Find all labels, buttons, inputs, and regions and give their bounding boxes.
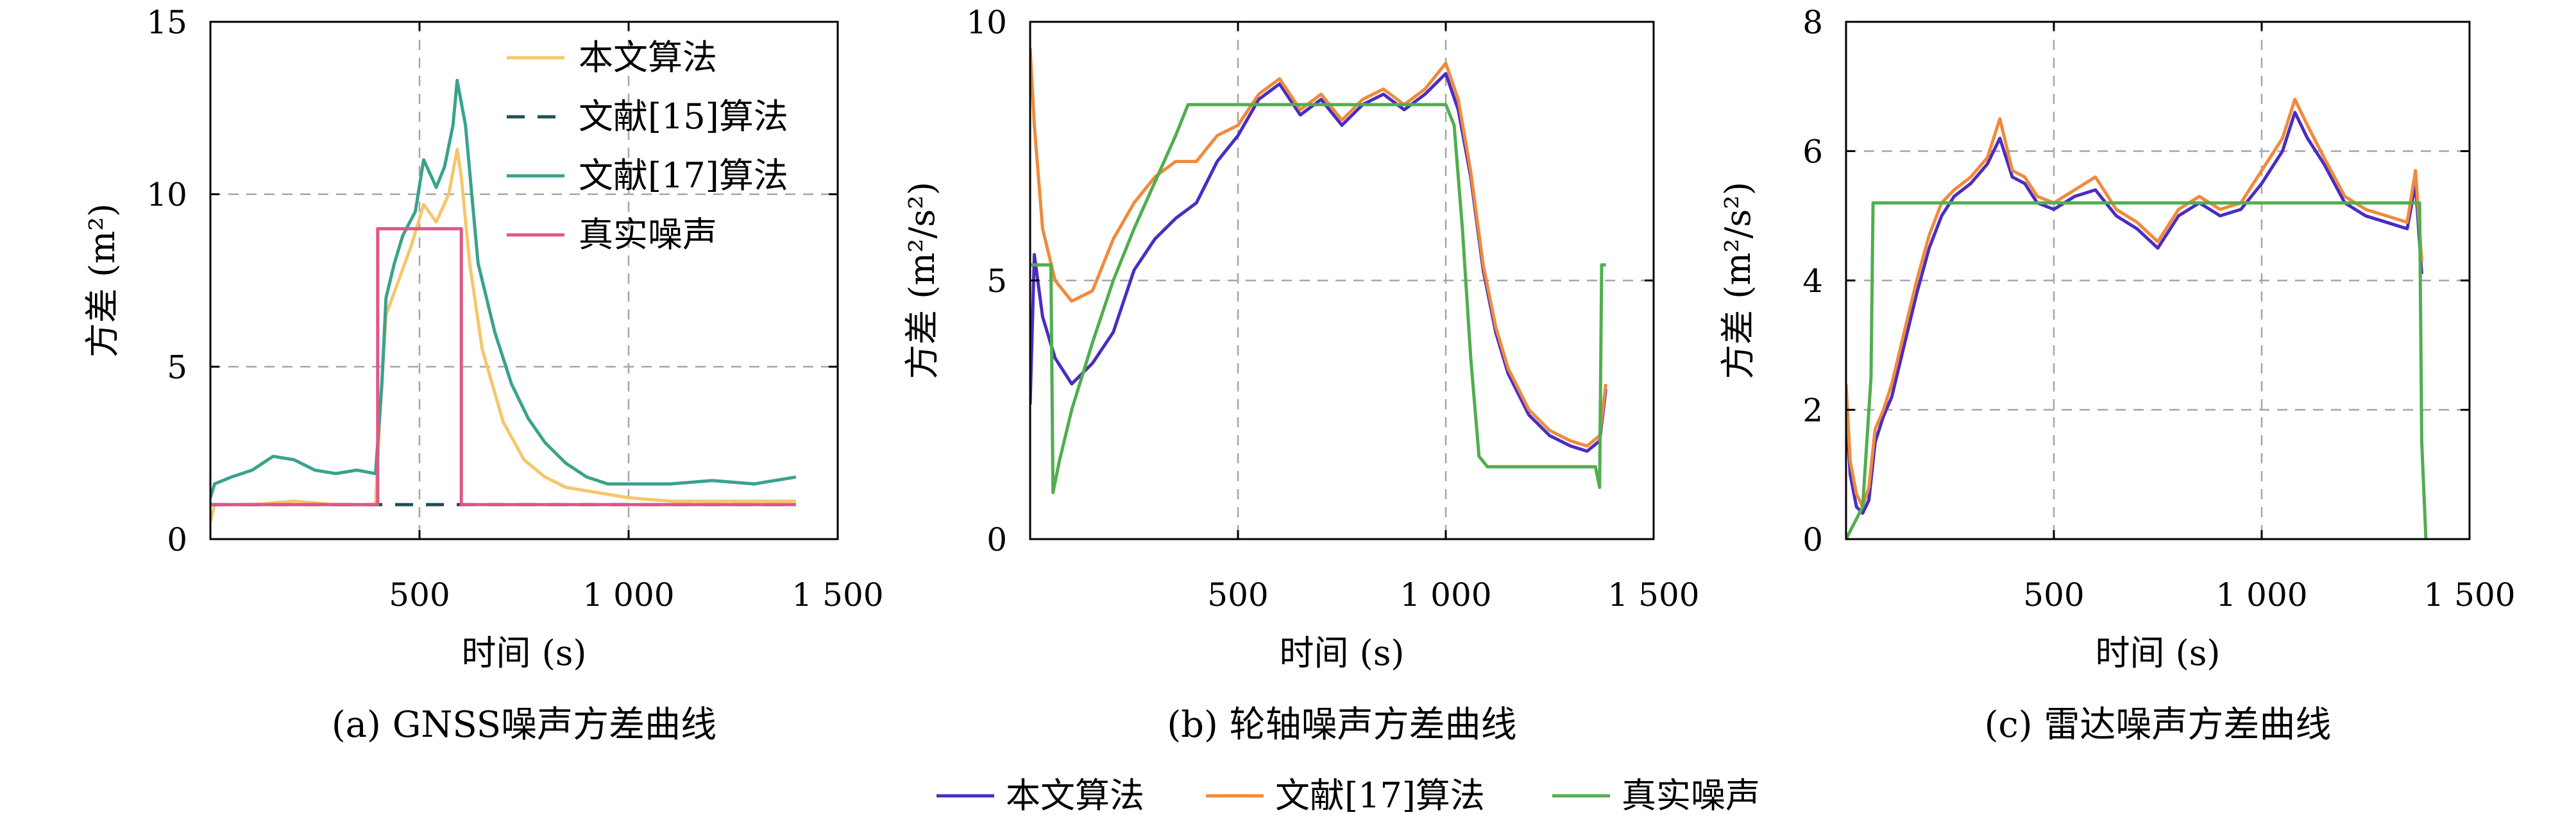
y-tick-label: 0 xyxy=(167,521,187,558)
y-tick-label: 15 xyxy=(146,4,187,41)
x-tick-label: 1 500 xyxy=(792,576,883,614)
x-tick-label: 500 xyxy=(2023,576,2084,614)
y-tick-label: 0 xyxy=(1802,521,1823,558)
series-line-0 xyxy=(1030,72,1607,453)
legend-bottom: 本文算法 文献[17]算法 真实噪声 xyxy=(936,775,1760,816)
x-axis-label: 时间 (s) xyxy=(2095,633,2220,673)
series-line-2 xyxy=(1030,103,1606,494)
chart-radar: 500 1 000 1 500 0 2 4 6 8 时间 (s) 方差 (m²/s²) (c) 雷达… xyxy=(1718,4,2516,746)
y-tick-label: 5 xyxy=(987,262,1007,300)
chart-axle: 500 1 000 1 500 0 5 10 时间 (s) 方差 (m²/s²) (b) 轮轴噪… xyxy=(902,4,1700,746)
y-tick-label: 5 xyxy=(167,348,187,386)
y-tick-label: 6 xyxy=(1802,133,1823,171)
x-tick-label: 500 xyxy=(389,576,450,614)
chart-caption: (a) GNSS噪声方差曲线 xyxy=(332,704,716,746)
legend-label: 本文算法 xyxy=(579,37,717,78)
y-tick-label: 10 xyxy=(146,176,187,214)
y-axis-label: 方差 (m²) xyxy=(82,203,123,357)
y-axis-label: 方差 (m²/s²) xyxy=(902,182,942,379)
x-tick-label: 1 000 xyxy=(1400,576,1491,614)
series-line-2 xyxy=(1846,201,2428,539)
y-tick-label: 2 xyxy=(1802,392,1823,429)
series-line-1 xyxy=(1846,98,2423,509)
chart-caption: (b) 轮轴噪声方差曲线 xyxy=(1167,704,1516,746)
series-line-3 xyxy=(210,227,796,506)
y-tick-label: 0 xyxy=(987,521,1007,558)
legend-bottom-label: 本文算法 xyxy=(1006,775,1144,816)
x-tick-label: 1 000 xyxy=(582,576,674,614)
x-tick-label: 1 500 xyxy=(2423,576,2515,614)
x-tick-label: 500 xyxy=(1207,576,1268,614)
series-line-1 xyxy=(1030,47,1607,448)
series-line-0 xyxy=(1846,110,2423,515)
chart-caption: (c) 雷达噪声方差曲线 xyxy=(1985,704,2332,746)
legend-label: 文献[15]算法 xyxy=(579,96,788,137)
x-axis-label: 时间 (s) xyxy=(461,633,586,673)
legend-label: 真实噪声 xyxy=(579,214,717,255)
plot-frame xyxy=(209,21,839,540)
y-tick-label: 10 xyxy=(966,4,1007,41)
x-axis-label: 时间 (s) xyxy=(1279,633,1404,673)
x-tick-label: 1 000 xyxy=(2216,576,2307,614)
x-tick-label: 1 500 xyxy=(1607,576,1699,614)
legend-bottom-label: 文献[17]算法 xyxy=(1275,775,1485,816)
legend-bottom-label: 真实噪声 xyxy=(1622,775,1760,816)
legend-label: 文献[17]算法 xyxy=(579,155,788,196)
chart-gnss: 500 1 000 1 500 0 5 10 15 时间 (s) 方差 (m²) (a) GNSS… xyxy=(82,4,884,746)
y-tick-label: 8 xyxy=(1802,4,1823,41)
y-axis-label: 方差 (m²/s²) xyxy=(1718,182,1758,379)
y-tick-label: 4 xyxy=(1802,262,1823,300)
series-line-2 xyxy=(210,78,797,499)
series-line-0 xyxy=(210,148,796,522)
